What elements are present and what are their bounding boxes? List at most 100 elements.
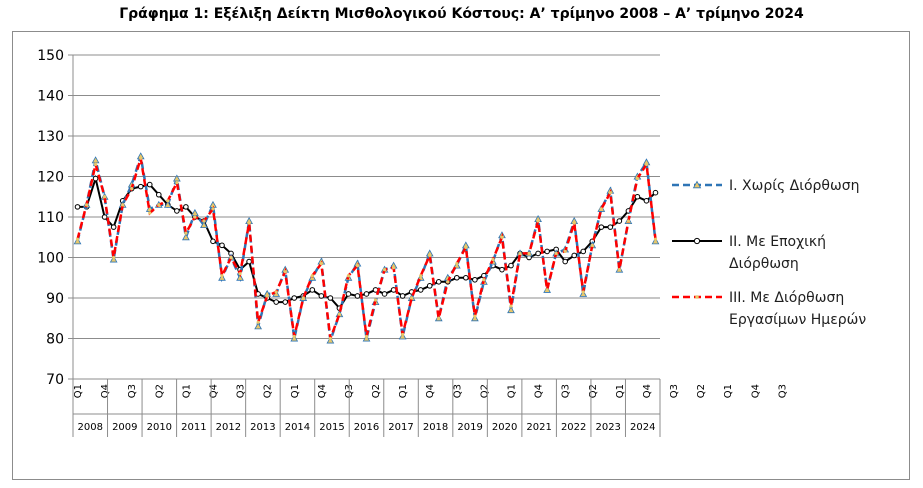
y-tick-label: 110 [37, 210, 64, 226]
point-working-day-adjusted [292, 334, 296, 339]
point-seasonally-adjusted [174, 208, 180, 214]
point-unadjusted [254, 322, 263, 330]
x-quarter-label: Q3 [777, 384, 788, 398]
point-working-day-adjusted [93, 162, 98, 166]
point-working-day-adjusted [301, 296, 305, 300]
chart-frame [12, 31, 910, 480]
point-working-day-adjusted [482, 278, 486, 282]
point-working-day-adjusted [527, 251, 531, 256]
point-seasonally-adjusted [472, 276, 478, 283]
point-seasonally-adjusted [327, 295, 334, 301]
point-unadjusted [398, 332, 407, 340]
x-quarter-label: Q4 [208, 384, 219, 398]
point-working-day-adjusted [103, 195, 107, 199]
point-working-day-adjusted [238, 272, 242, 276]
point-seasonally-adjusted [381, 291, 388, 297]
point-unadjusted [362, 334, 371, 342]
point-unadjusted [182, 233, 190, 241]
point-seasonally-adjusted [291, 295, 298, 301]
x-quarter-label: Q3 [236, 384, 247, 398]
point-working-day-adjusted [75, 237, 80, 241]
point-working-day-adjusted [310, 274, 314, 278]
y-tick-label: 120 [37, 170, 64, 186]
y-tick-label: 80 [46, 332, 64, 348]
point-working-day-adjusted [563, 249, 567, 254]
x-quarter-label: Q3 [669, 384, 680, 398]
x-year-label: 2024 [630, 422, 655, 433]
x-quarter-label: Q2 [371, 384, 382, 398]
x-quarter-label: Q2 [479, 384, 490, 398]
point-working-day-adjusted [373, 298, 378, 302]
point-working-day-adjusted [572, 221, 576, 225]
chart-title: Γράφημα 1: Εξέλιξη Δείκτη Μισθολογικού Κ… [119, 6, 804, 22]
point-working-day-adjusted [337, 312, 342, 316]
legend-marker-seasonally-adjusted [693, 237, 701, 245]
point-working-day-adjusted [265, 294, 269, 298]
x-year-label: 2015 [319, 422, 344, 433]
point-working-day-adjusted [256, 320, 260, 324]
x-quarter-label: Q1 [615, 384, 626, 398]
x-year-label: 2014 [285, 422, 310, 433]
x-quarter-label: Q1 [398, 384, 409, 398]
x-quarter-label: Q3 [127, 384, 138, 398]
point-seasonally-adjusted [607, 224, 614, 230]
point-working-day-adjusted [428, 253, 432, 258]
x-quarter-label: Q4 [534, 384, 545, 398]
point-seasonally-adjusted [417, 287, 424, 293]
series-layer [73, 152, 660, 344]
point-seasonally-adjusted [363, 291, 370, 297]
x-year-label: 2016 [354, 422, 379, 433]
point-seasonally-adjusted [571, 252, 578, 259]
point-seasonally-adjusted [146, 181, 153, 188]
point-working-day-adjusted [130, 187, 134, 191]
point-seasonally-adjusted [74, 204, 81, 210]
point-working-day-adjusted [157, 203, 161, 207]
legend-marker-working-day-adjusted [695, 295, 699, 299]
x-year-label: 2023 [595, 422, 620, 433]
point-working-day-adjusted [590, 243, 594, 247]
point-working-day-adjusted [401, 332, 405, 337]
point-unadjusted [651, 237, 660, 245]
point-working-day-adjusted [184, 231, 188, 235]
point-unadjusted [218, 273, 226, 281]
point-seasonally-adjusted [92, 175, 99, 182]
x-year-label: 2010 [147, 422, 172, 433]
point-unadjusted [470, 314, 479, 322]
point-working-day-adjusted [500, 235, 504, 239]
point-seasonally-adjusted [210, 238, 216, 245]
x-quarter-label: Q1 [506, 384, 517, 398]
x-year-label: 2009 [112, 422, 137, 433]
x-quarter-label: Q4 [750, 384, 761, 398]
point-working-day-adjusted [653, 237, 658, 241]
point-working-day-adjusted [175, 180, 179, 185]
legend-label: I. Χωρίς Διόρθωση [729, 178, 859, 194]
point-seasonally-adjusted [354, 293, 361, 299]
point-seasonally-adjusted [652, 189, 659, 196]
x-quarter-label: Q1 [290, 384, 301, 398]
point-working-day-adjusted [166, 199, 170, 203]
point-seasonally-adjusted [598, 224, 605, 230]
x-year-label: 2017 [388, 422, 413, 433]
y-tick-label: 140 [37, 89, 64, 105]
point-working-day-adjusted [518, 251, 522, 256]
point-working-day-adjusted [148, 211, 152, 215]
legend-label: Εργασίμων Ημερών [729, 312, 866, 328]
x-axis: Q1 Q4 Q3 Q2 Q1 Q4 Q3 Q2 Q1 Q4 Q3 Q2 Q1 Q4 Q3 Q2 Q1 Q4 Q3 Q2… [72, 378, 788, 437]
point-working-day-adjusted [193, 215, 197, 219]
point-seasonally-adjusted [508, 262, 514, 269]
x-quarter-label: Q1 [723, 384, 734, 398]
point-seasonally-adjusted [616, 218, 623, 224]
point-seasonally-adjusted [282, 299, 289, 305]
point-seasonally-adjusted [499, 266, 505, 273]
y-axis-ticks: 150 140 130 120 110 100 90 80 70 [37, 48, 73, 388]
legend: I. Χωρίς Διόρθωση II. Με Εποχική Διόρθωση I… [672, 178, 866, 328]
point-working-day-adjusted [545, 288, 549, 292]
x-quarter-label: Q4 [317, 384, 328, 398]
point-seasonally-adjusted [183, 204, 189, 210]
point-seasonally-adjusted [463, 274, 469, 281]
point-working-day-adjusted [121, 203, 125, 207]
y-tick-label: 130 [37, 129, 64, 145]
legend-label: III. Με Διόρθωση [729, 290, 844, 306]
point-working-day-adjusted [635, 176, 640, 181]
